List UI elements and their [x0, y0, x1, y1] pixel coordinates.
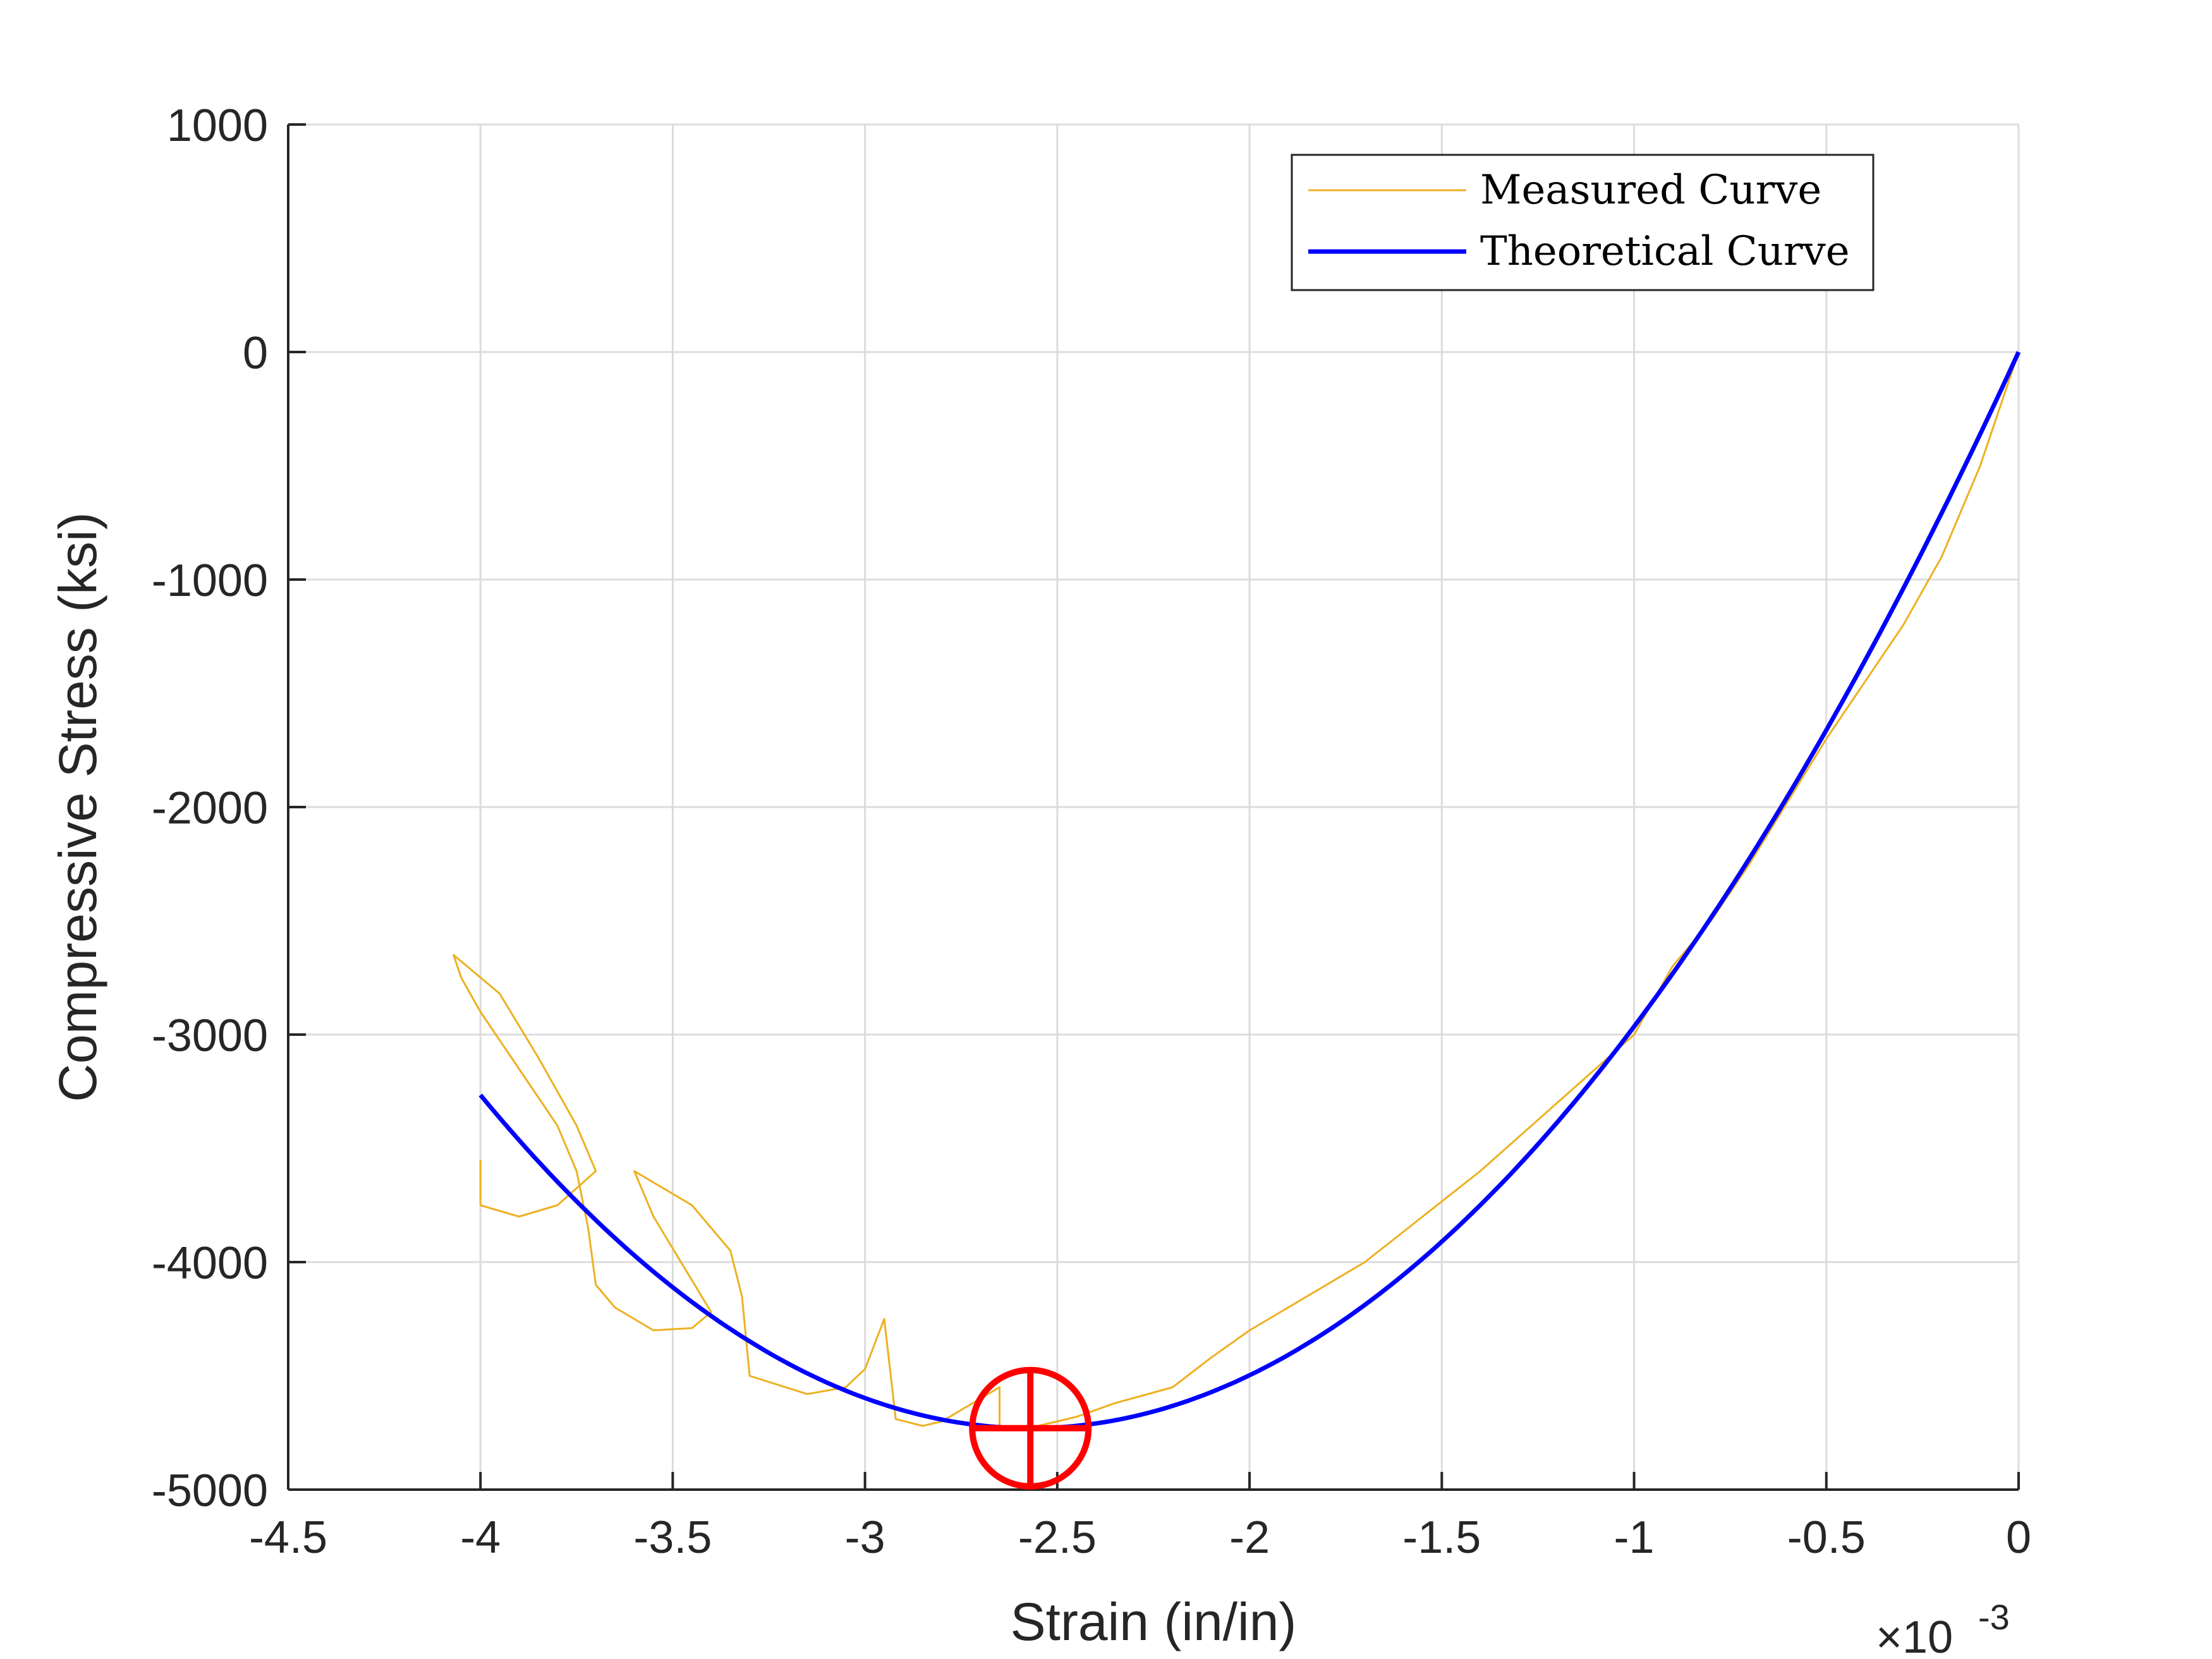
x-tick-label: -1 — [1614, 1512, 1655, 1563]
y-tick-label: 1000 — [167, 100, 268, 151]
y-tick-label: -3000 — [152, 1011, 268, 1061]
grid-lines — [288, 123, 2020, 1490]
y-tick-label: -1000 — [152, 556, 268, 606]
ticks: -4.5 -4 -3.5 -3 -2.5 -2 -1.5 -1 -0.5 0 -5000 -4000 -… — [152, 100, 2031, 1563]
x-tick-label: -0.5 — [1787, 1512, 1866, 1563]
y-axis-label: Compressive Stress (ksi) — [48, 512, 107, 1102]
x-axis-label: Strain (in/in) — [1011, 1592, 1297, 1651]
y-tick-label: -5000 — [152, 1466, 268, 1516]
legend-box — [1291, 154, 1875, 291]
x-exponent-base: ×10 — [1876, 1612, 1953, 1659]
x-tick-label: -3 — [845, 1512, 885, 1563]
series-measured-curve — [453, 351, 2020, 1431]
annotations — [969, 1366, 1092, 1490]
x-tick-label: -1.5 — [1402, 1512, 1481, 1563]
x-tick-label: -4 — [460, 1512, 501, 1563]
y-tick-label: 0 — [243, 328, 268, 379]
x-tick-label: -3.5 — [633, 1512, 712, 1563]
y-tick-label: -4000 — [152, 1238, 268, 1289]
x-tick-label: -4.5 — [249, 1512, 327, 1563]
x-tick-label: -2 — [1229, 1512, 1270, 1563]
legend-label-theoretical: Theoretical Curve — [1480, 228, 1850, 275]
y-tick-label: -2000 — [152, 783, 268, 834]
x-axis-exponent: ×10 -3 — [1876, 1597, 2010, 1659]
series-theoretical-curve — [478, 351, 2021, 1431]
x-tick-label: 0 — [2006, 1512, 2031, 1563]
legend: Measured Curve Theoretical Curve — [1291, 154, 1875, 291]
series — [453, 351, 2021, 1431]
legend-label-measured: Measured Curve — [1480, 167, 1821, 214]
x-tick-label: -2.5 — [1018, 1512, 1097, 1563]
x-exponent-power: -3 — [1978, 1597, 2010, 1637]
